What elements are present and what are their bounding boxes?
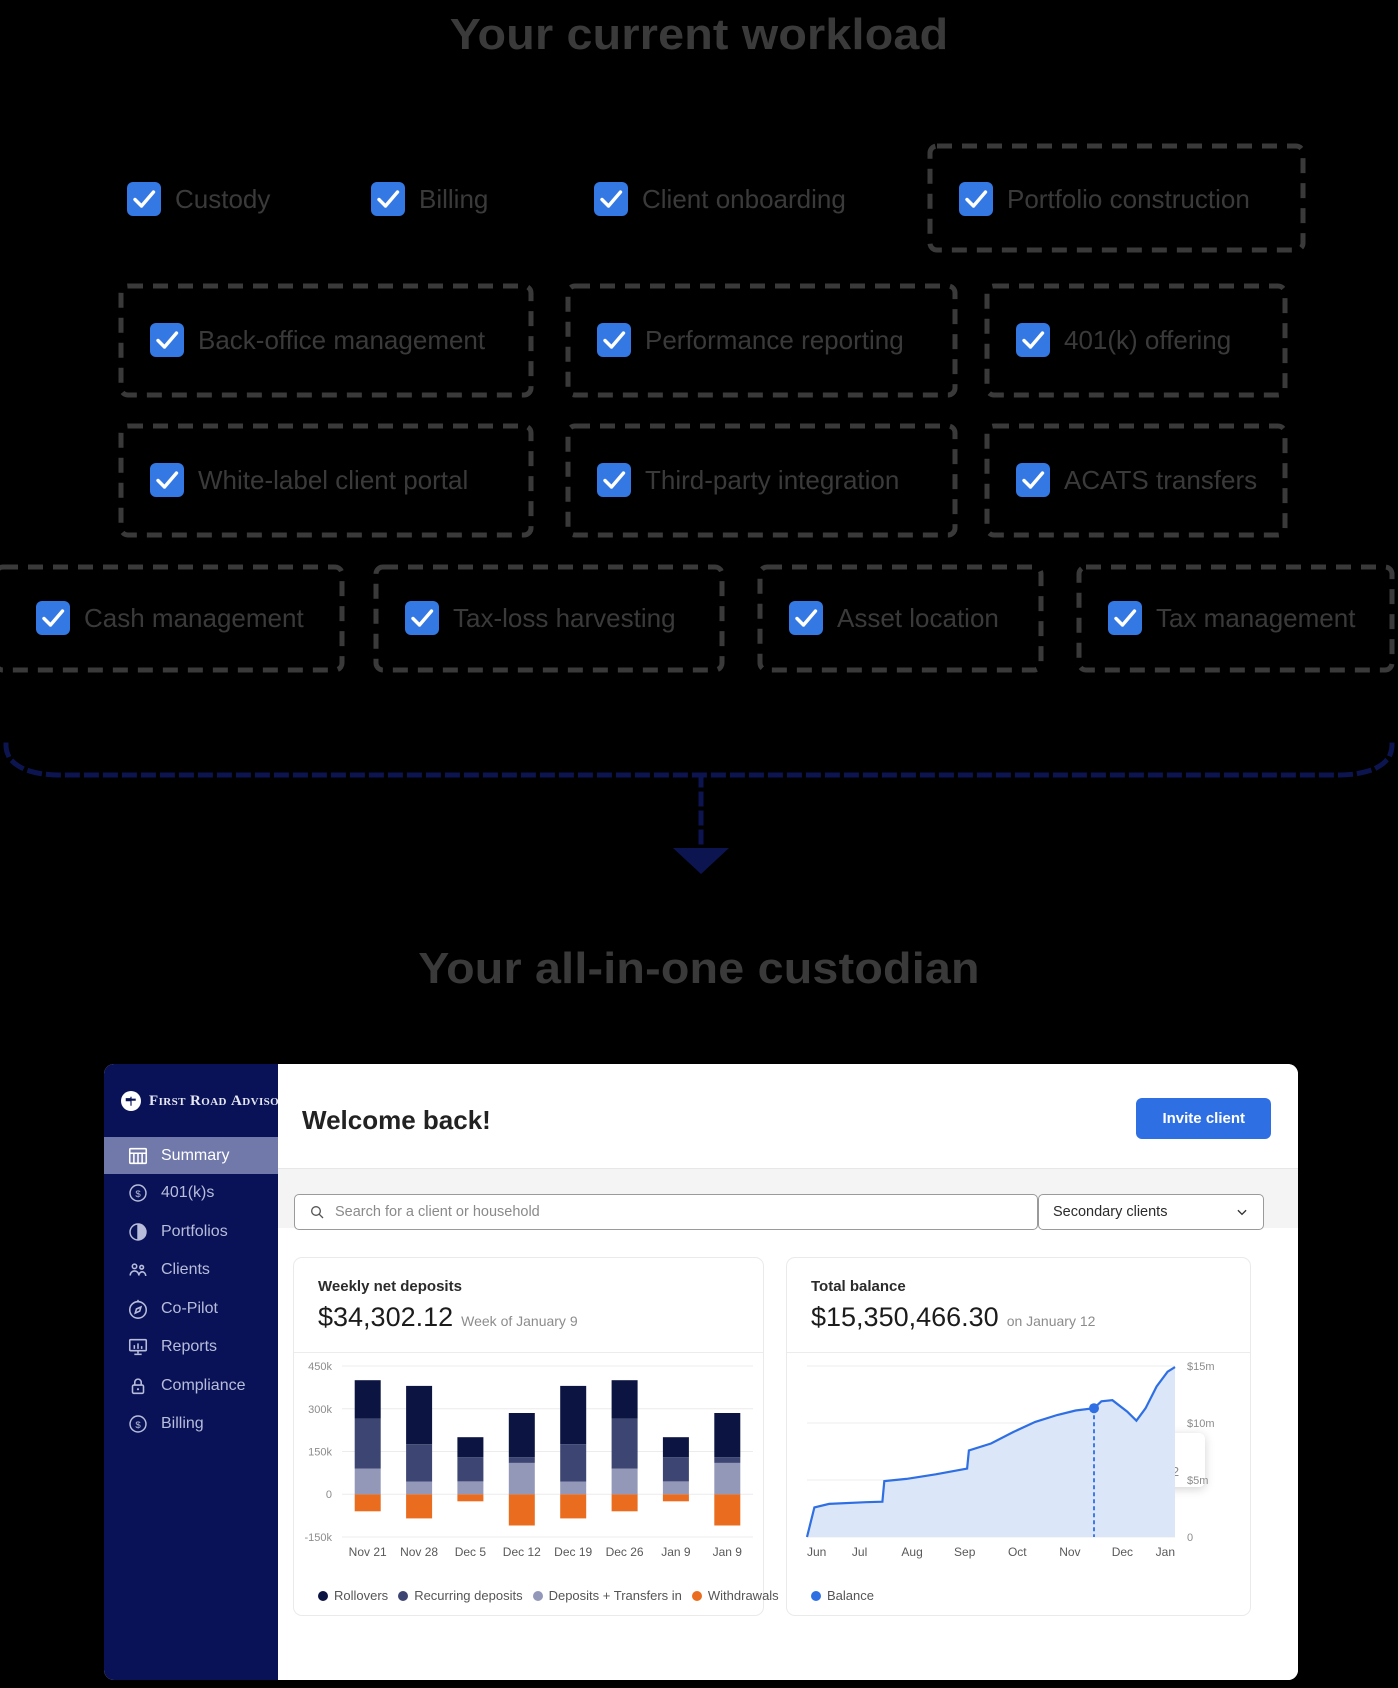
svg-text:Dec: Dec	[1112, 1545, 1133, 1559]
svg-text:Jan 9: Jan 9	[661, 1545, 691, 1559]
svg-text:Nov 21: Nov 21	[349, 1545, 387, 1559]
svg-text:0: 0	[1187, 1532, 1193, 1544]
svg-text:Nov 28: Nov 28	[400, 1545, 438, 1559]
svg-text:$15m: $15m	[1187, 1361, 1215, 1373]
svg-text:Jun: Jun	[807, 1545, 826, 1559]
svg-text:300k: 300k	[308, 1404, 332, 1416]
svg-text:Dec 26: Dec 26	[606, 1545, 644, 1559]
svg-text:Jul: Jul	[852, 1545, 867, 1559]
svg-text:$5m: $5m	[1187, 1475, 1208, 1487]
svg-text:Jan 9: Jan 9	[713, 1545, 743, 1559]
svg-text:Sep: Sep	[954, 1545, 976, 1559]
svg-text:$: $	[135, 1189, 141, 1200]
svg-text:0: 0	[326, 1489, 332, 1501]
svg-text:$: $	[135, 1420, 141, 1431]
svg-text:Aug: Aug	[901, 1545, 922, 1559]
svg-text:Dec 5: Dec 5	[455, 1545, 487, 1559]
svg-text:-150k: -150k	[304, 1532, 332, 1544]
svg-text:$10m: $10m	[1187, 1418, 1215, 1430]
svg-text:Dec 19: Dec 19	[554, 1545, 592, 1559]
svg-text:450k: 450k	[308, 1361, 332, 1373]
svg-text:Jan: Jan	[1156, 1545, 1175, 1559]
svg-text:150k: 150k	[308, 1447, 332, 1459]
svg-text:Nov: Nov	[1059, 1545, 1080, 1559]
svg-text:Oct: Oct	[1008, 1545, 1027, 1559]
svg-text:Dec 12: Dec 12	[503, 1545, 541, 1559]
